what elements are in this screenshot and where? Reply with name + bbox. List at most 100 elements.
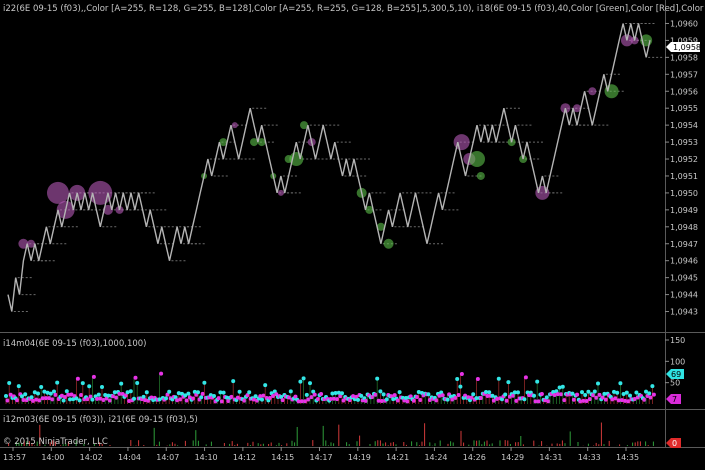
cyan-dot <box>634 390 639 395</box>
mid-panel-header: i14m04(6E 09-15 (f03),1000,100) <box>3 339 147 349</box>
magenta-dot <box>123 393 128 398</box>
time-tick-label: 14:35 <box>616 453 639 462</box>
cyan-dot <box>474 396 479 401</box>
cyan-dot <box>64 389 69 394</box>
cyan-dot <box>132 396 136 401</box>
magenta-dot <box>200 391 205 396</box>
cyan-dot <box>119 381 124 386</box>
copyright-label: © 2015 NinjaTrader, LLC <box>3 437 108 447</box>
mid-tick-label: 150 <box>670 336 685 345</box>
cyan-dot <box>503 392 508 397</box>
cyan-dot <box>455 377 460 382</box>
cyan-dot <box>74 396 79 401</box>
mid-tick-label: 100 <box>670 357 685 366</box>
price-panel[interactable] <box>7 22 665 313</box>
magenta-dot <box>555 392 560 397</box>
magenta-dot <box>69 392 74 397</box>
magenta-dot <box>456 393 461 398</box>
cyan-dot <box>77 398 82 403</box>
magenta-dot <box>575 392 580 397</box>
cyan-dot <box>135 380 140 385</box>
magenta-dot <box>539 392 544 397</box>
cyan-dot <box>378 389 383 394</box>
magenta-dot <box>351 394 356 399</box>
buy-volume-bubble <box>365 205 374 214</box>
cyan-dot <box>532 393 536 398</box>
magenta-dot <box>600 395 605 400</box>
time-tick-label: 14:31 <box>539 453 562 462</box>
cyan-dot <box>522 397 527 402</box>
cyan-dot <box>628 393 632 398</box>
magenta-dot <box>287 395 292 400</box>
price-tick-label: 1,0943 <box>670 308 698 317</box>
cyan-dot <box>288 389 293 394</box>
buy-volume-bubble <box>257 138 266 147</box>
magenta-dot <box>434 398 439 403</box>
magenta-dot <box>306 397 311 402</box>
cyan-dot <box>39 384 44 389</box>
last-price-value: 1,0958 <box>673 43 701 52</box>
magenta-dot <box>370 395 375 400</box>
magenta-dot <box>34 397 39 402</box>
magenta-dot <box>40 396 45 401</box>
cyan-dot <box>381 392 386 397</box>
cyan-dot <box>496 376 501 381</box>
main-panel-header: i22(6E 09-15 (f03),,Color [A=255, R=128,… <box>3 4 705 14</box>
cyan-dot <box>23 392 28 397</box>
price-tick-label: 1,0951 <box>670 172 698 181</box>
magenta-dot <box>642 397 647 402</box>
magenta-dot <box>159 371 164 376</box>
magenta-dot <box>235 395 240 400</box>
cyan-dot <box>71 397 76 402</box>
cyan-dot <box>416 389 421 394</box>
time-tick-label: 14:21 <box>386 453 409 462</box>
magenta-dot <box>184 398 189 403</box>
time-tick-label: 14:02 <box>80 453 103 462</box>
price-tick-label: 1,0948 <box>670 223 698 232</box>
price-tick-label: 1,0947 <box>670 240 698 249</box>
price-tick-label: 1,0949 <box>670 206 698 215</box>
cyan-dot <box>218 390 223 395</box>
mid-tick-label: 50 <box>670 379 680 388</box>
cyan-dot <box>544 395 549 400</box>
magenta-dot <box>623 398 628 403</box>
time-axis[interactable]: 13:57 14:00 14:02 14:04 14:07 14:10 14:12 14:15… <box>3 447 639 462</box>
magenta-dot <box>133 375 138 380</box>
magenta-dot <box>437 393 442 398</box>
badge-magenta: 7 <box>666 394 681 404</box>
magenta-dot <box>216 396 221 401</box>
magenta-dot <box>50 397 55 402</box>
volume-bars-panel[interactable] <box>8 422 654 446</box>
price-tick-label: 1,0944 <box>670 291 698 300</box>
cyan-dot <box>112 390 117 395</box>
magenta-dot <box>143 398 148 403</box>
magenta-dot <box>405 399 410 404</box>
magenta-dot <box>373 392 378 397</box>
sell-volume-bubble <box>18 238 29 249</box>
magenta-dot <box>66 392 71 397</box>
magenta-dot <box>299 399 304 404</box>
magenta-dot <box>559 392 564 397</box>
magenta-dot <box>303 399 308 404</box>
cyan-dot <box>16 384 21 389</box>
cyan-dot <box>580 390 584 395</box>
price-tick-label: 1,0958 <box>670 53 698 62</box>
cyan-dot <box>199 395 204 400</box>
time-tick-label: 14:26 <box>463 453 486 462</box>
cyan-dot <box>484 389 488 394</box>
cyan-dot <box>32 390 37 395</box>
price-axis[interactable]: 1,09601,09591,09581,09571,09561,09551,09… <box>665 19 698 317</box>
badge-cyan-value: 69 <box>671 370 681 379</box>
delta-dots-panel[interactable] <box>4 371 656 404</box>
magenta-dot <box>43 396 48 401</box>
time-tick-label: 14:12 <box>233 453 256 462</box>
cyan-dot <box>592 389 597 394</box>
mid-panel-axis[interactable]: 150 100 50 <box>665 336 685 388</box>
magenta-dot <box>178 397 183 402</box>
magenta-dot <box>328 397 333 402</box>
cyan-dot <box>621 391 626 396</box>
sell-volume-bubble <box>231 122 238 129</box>
magenta-dot <box>562 398 567 403</box>
